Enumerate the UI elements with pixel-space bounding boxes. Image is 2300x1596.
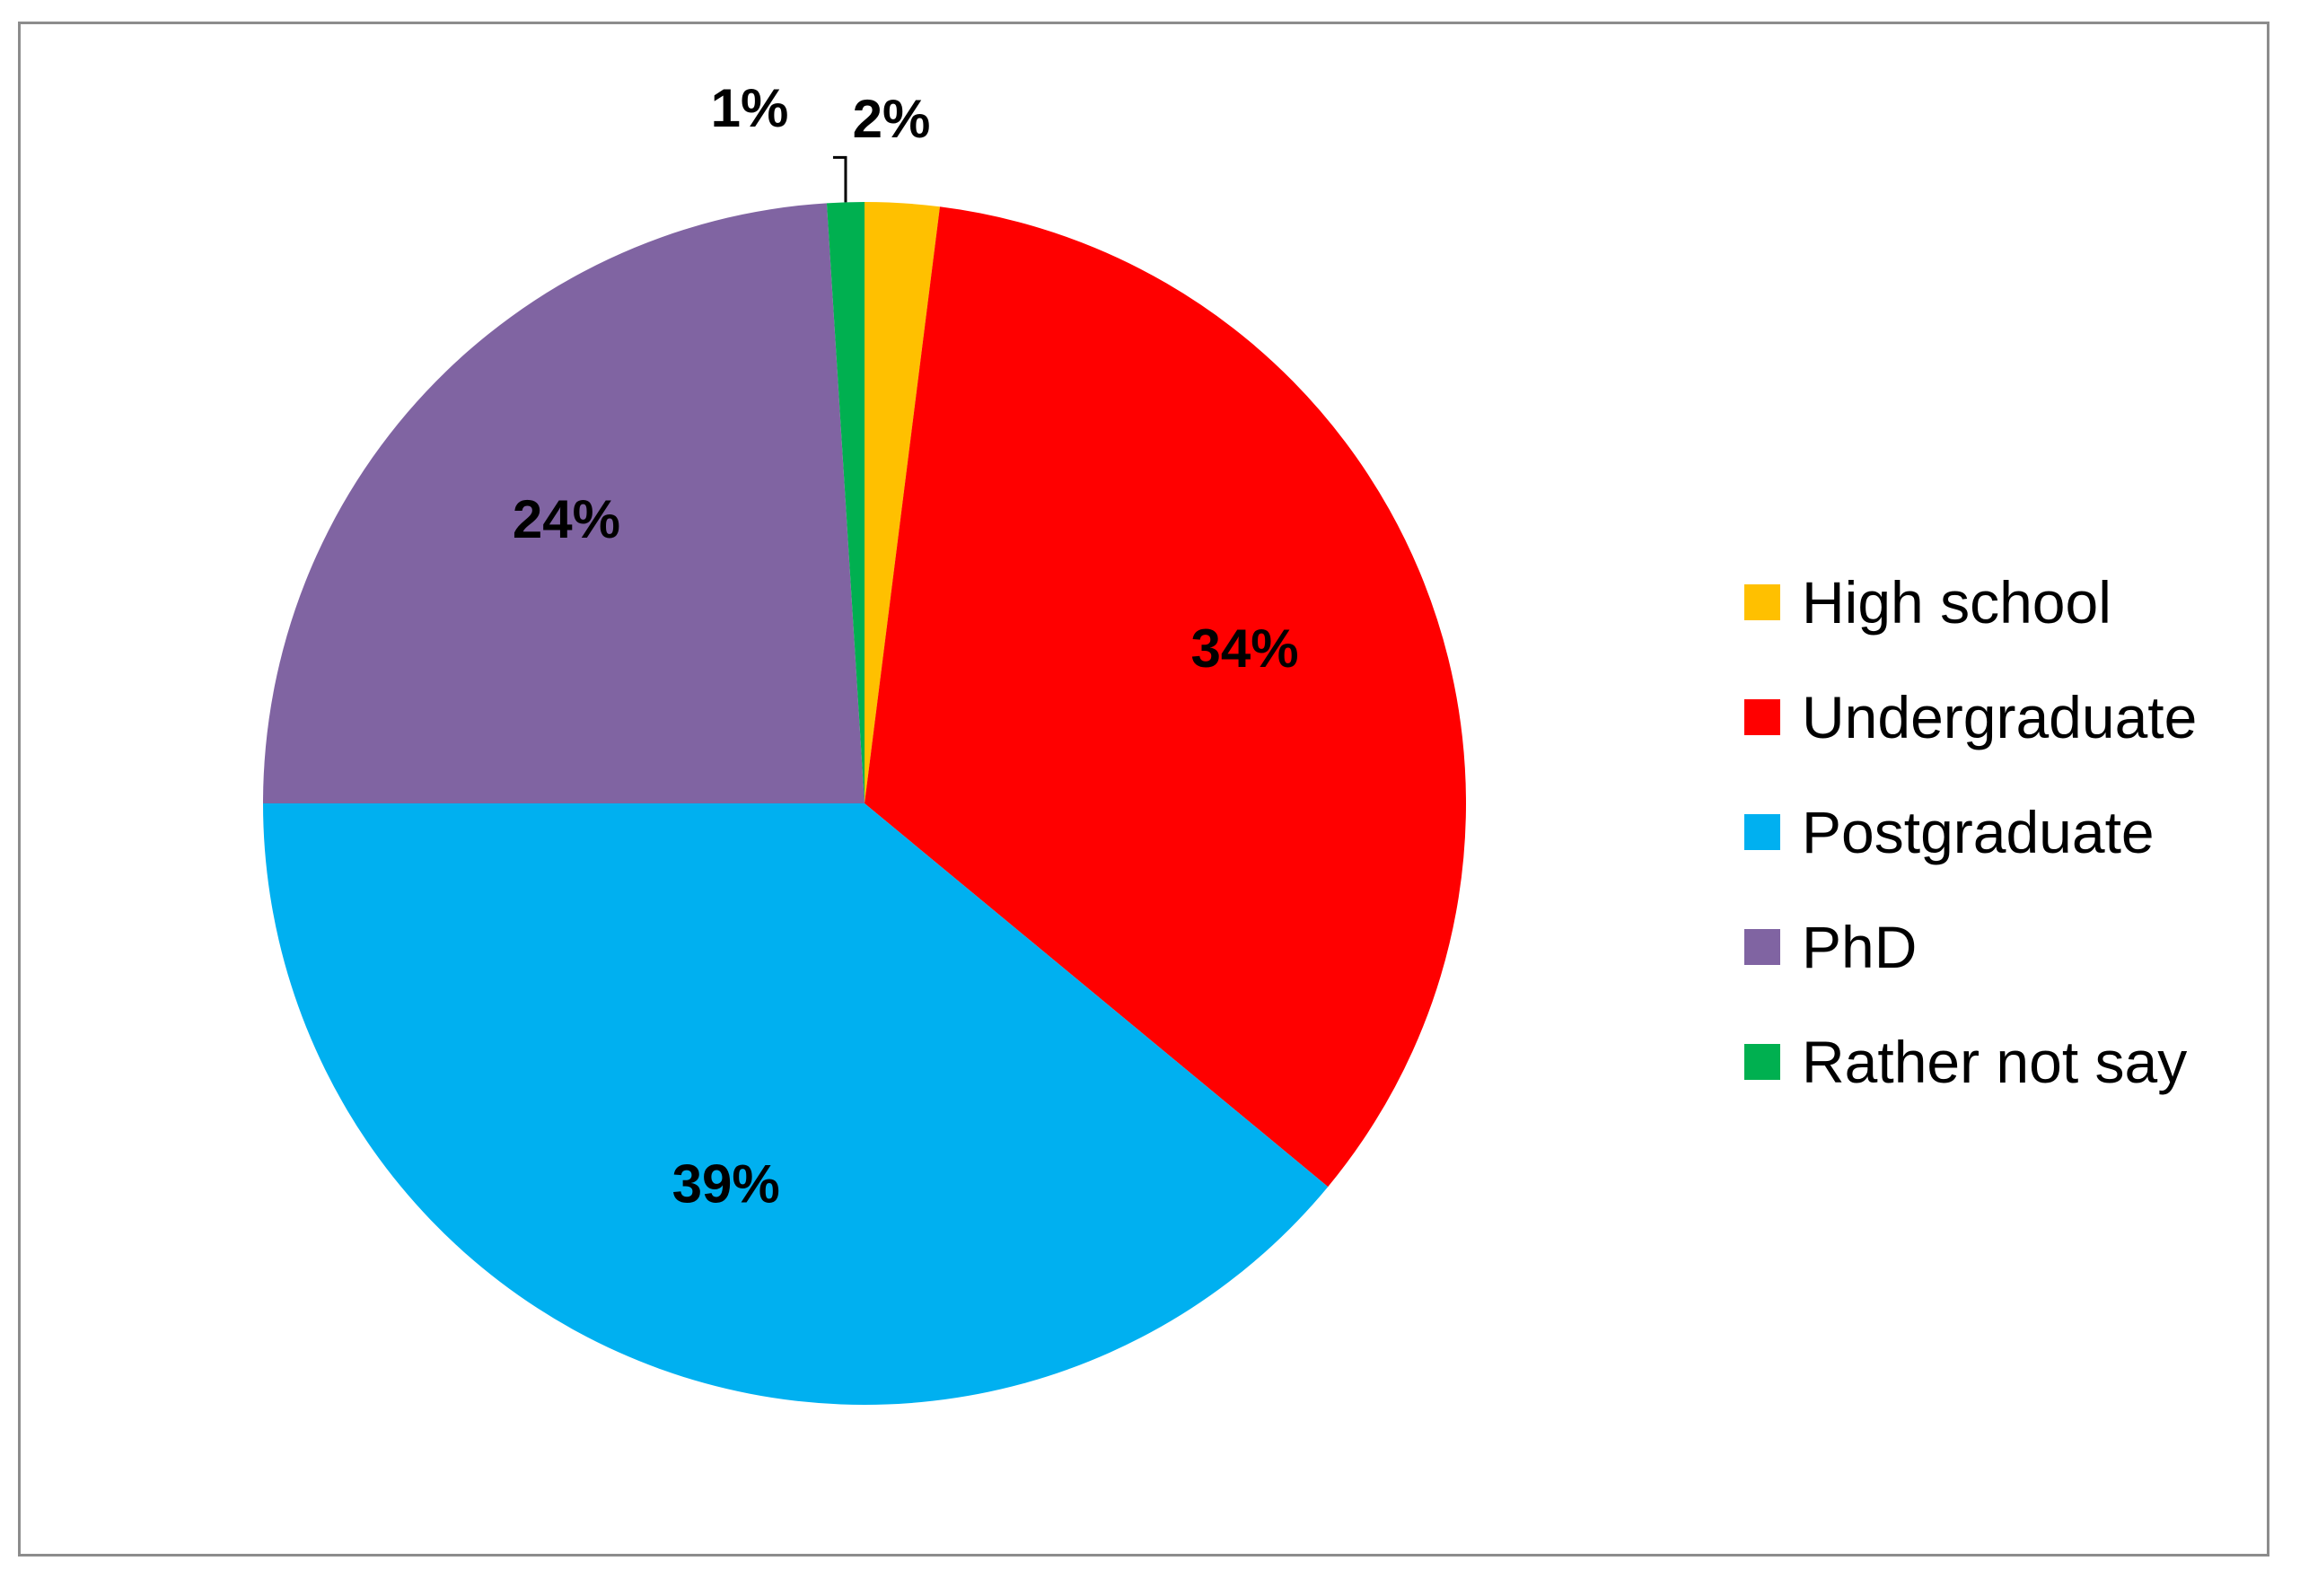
data-label-high-school: 2% bbox=[853, 89, 931, 149]
pie-chart: 2% 34% 39% 24% 1% bbox=[263, 78, 1466, 1406]
legend: High school Undergraduate Postgraduate P… bbox=[1744, 545, 2197, 1119]
legend-swatch bbox=[1744, 1044, 1780, 1080]
data-label-postgraduate: 39% bbox=[672, 1154, 780, 1215]
data-label-leader-line bbox=[832, 155, 847, 203]
pie-slice-rather-not-say bbox=[826, 202, 865, 803]
legend-item-phd: PhD bbox=[1744, 890, 2197, 1004]
legend-swatch bbox=[1744, 699, 1780, 735]
pie-slice-phd bbox=[263, 203, 865, 804]
legend-label: Postgraduate bbox=[1802, 799, 2155, 865]
legend-label: Rather not say bbox=[1802, 1029, 2188, 1095]
legend-item-undergraduate: Undergraduate bbox=[1744, 660, 2197, 775]
legend-label: High school bbox=[1802, 569, 2111, 636]
chart-frame: 2% 34% 39% 24% 1% High school Undergraduate … bbox=[18, 22, 2269, 1557]
legend-item-rather-not-say: Rather not say bbox=[1744, 1004, 2197, 1119]
legend-item-postgraduate: Postgraduate bbox=[1744, 775, 2197, 890]
legend-swatch bbox=[1744, 584, 1780, 620]
pie-slice-high-school bbox=[865, 202, 940, 803]
pie-slice-undergraduate bbox=[865, 206, 1466, 1188]
data-label-rather-not-say: 1% bbox=[711, 78, 789, 138]
legend-label: PhD bbox=[1802, 914, 1918, 980]
legend-swatch bbox=[1744, 814, 1780, 850]
pie-slice-postgraduate bbox=[263, 803, 1329, 1406]
legend-label: Undergraduate bbox=[1802, 684, 2198, 750]
legend-swatch bbox=[1744, 929, 1780, 965]
data-label-phd: 24% bbox=[513, 489, 620, 549]
data-label-undergraduate: 34% bbox=[1191, 618, 1299, 679]
legend-item-high-school: High school bbox=[1744, 545, 2197, 660]
